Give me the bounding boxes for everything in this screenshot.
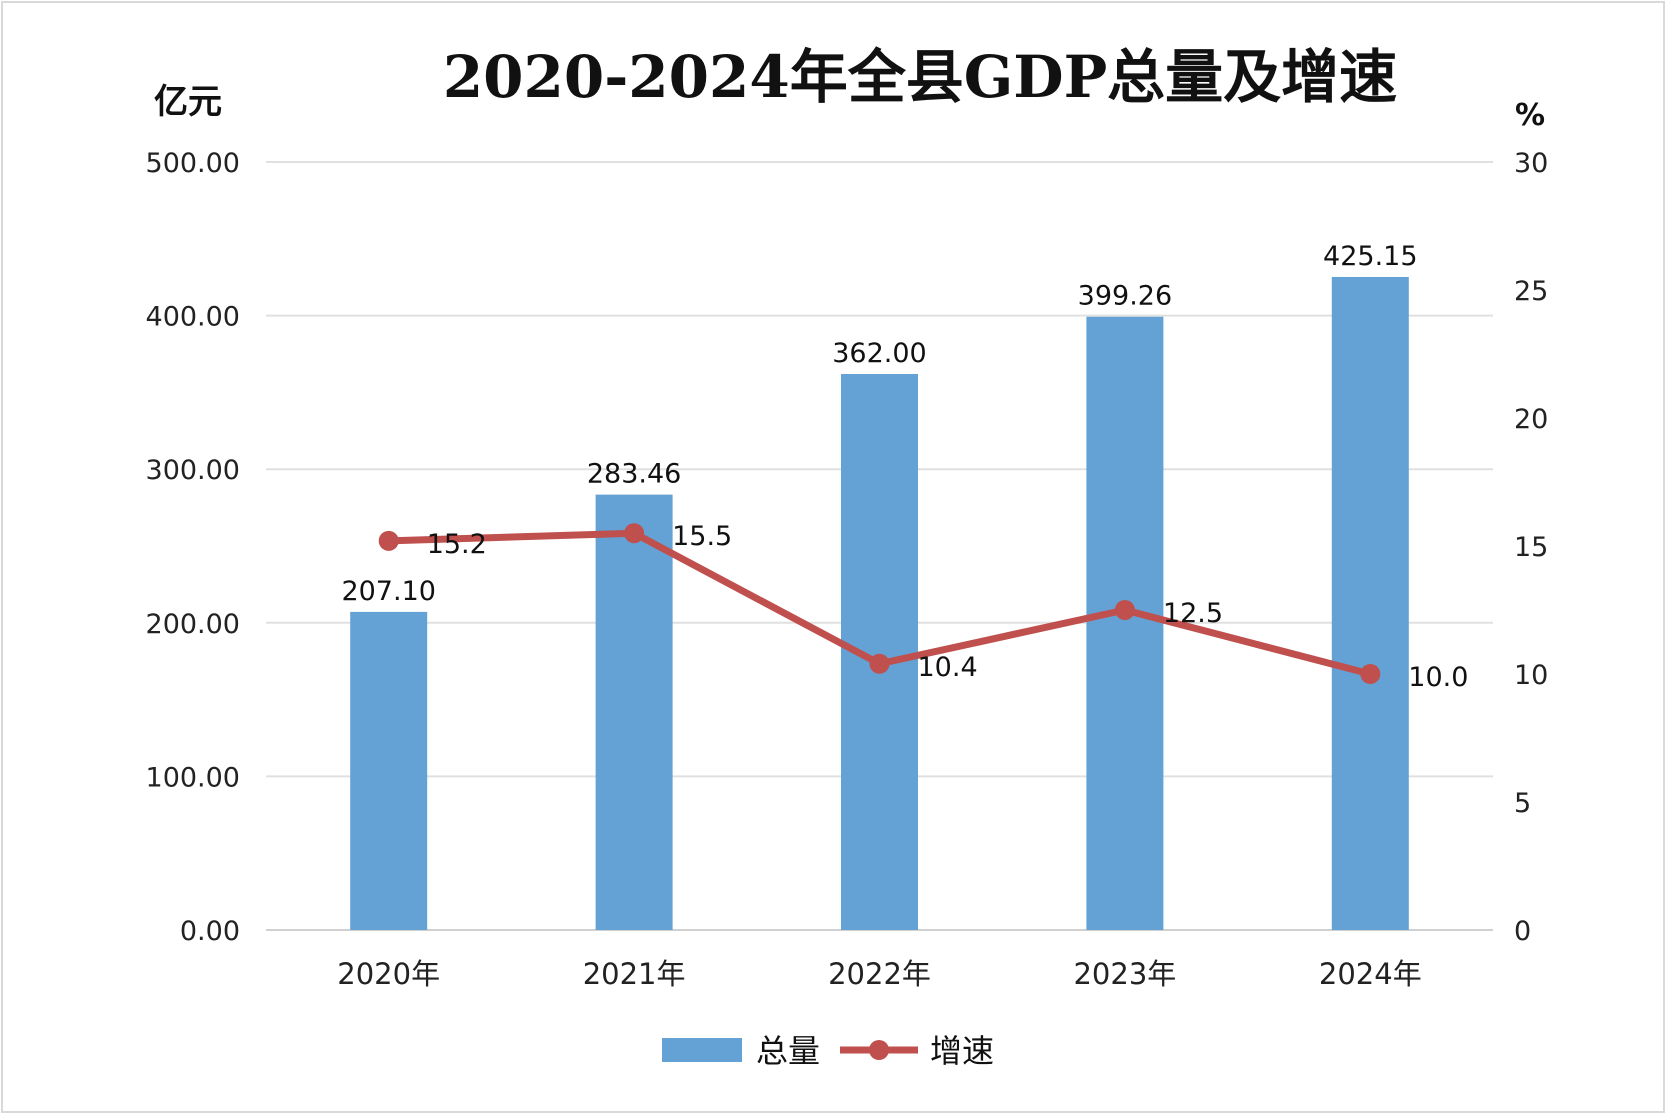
right-tick-label: 10	[1514, 660, 1548, 691]
line-data-label: 10.4	[918, 652, 978, 683]
left-axis-label: 亿元	[154, 82, 222, 122]
line-point	[378, 530, 399, 551]
bar-data-label: 425.15	[1323, 241, 1417, 272]
line-data-label: 12.5	[1163, 598, 1223, 629]
legend-label-total: 总量	[756, 1032, 820, 1070]
x-tick-label: 2022年	[828, 957, 931, 991]
line-point	[1360, 664, 1381, 684]
bar-data-label: 362.00	[832, 338, 926, 369]
right-axis-label: %	[1515, 98, 1545, 133]
line-data-label: 10.0	[1408, 662, 1468, 693]
legend-line-marker	[869, 1040, 889, 1060]
left-tick-label: 0.00	[180, 916, 240, 947]
x-tick-label: 2023年	[1073, 957, 1176, 991]
right-tick-label: 15	[1514, 532, 1548, 563]
line-point	[1114, 600, 1135, 620]
chart-title: 2020-2024年全县GDP总量及增速	[443, 43, 1397, 111]
line-point	[624, 523, 645, 544]
right-tick-label: 5	[1514, 788, 1531, 819]
bar-data-label: 399.26	[1078, 281, 1172, 312]
x-tick-label: 2021年	[583, 957, 686, 991]
right-tick-label: 20	[1514, 404, 1548, 435]
left-tick-label: 100.00	[146, 762, 240, 793]
right-tick-label: 0	[1514, 916, 1531, 947]
legend-label-growth: 增速	[930, 1032, 994, 1070]
x-tick-label: 2024年	[1319, 957, 1422, 991]
bar-data-label: 207.10	[341, 576, 435, 607]
bar	[595, 494, 673, 930]
left-tick-label: 200.00	[146, 609, 240, 640]
right-tick-label: 25	[1514, 276, 1548, 307]
bar	[1331, 276, 1409, 930]
line-data-label: 15.2	[427, 529, 487, 560]
right-tick-label: 30	[1514, 148, 1548, 179]
left-tick-label: 500.00	[146, 148, 240, 179]
legend: 总量 增速	[662, 1032, 994, 1070]
line-data-label: 15.5	[672, 521, 732, 552]
bar	[350, 611, 428, 930]
legend-bar-swatch	[662, 1038, 742, 1062]
left-tick-label: 400.00	[146, 302, 240, 333]
x-tick-label: 2020年	[337, 957, 440, 991]
left-tick-label: 300.00	[146, 455, 240, 486]
line-point	[869, 653, 890, 674]
bar	[1086, 316, 1164, 930]
bar-data-label: 283.46	[587, 459, 681, 490]
